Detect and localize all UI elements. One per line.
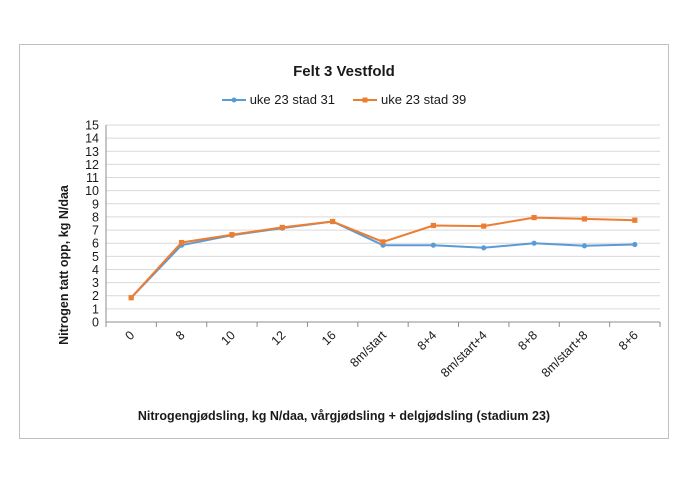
legend: uke 23 stad 31 uke 23 stad 39 xyxy=(20,92,668,107)
x-tick-label-4: 16 xyxy=(319,328,339,348)
x-tick-label-9: 8m/start+8 xyxy=(539,328,591,380)
x-tick-label-6: 8+4 xyxy=(415,328,440,353)
series-2-point-0 xyxy=(128,295,134,301)
series-2-point-5 xyxy=(380,239,386,245)
y-tick-label-0: 0 xyxy=(92,316,99,330)
y-tick-label-4: 4 xyxy=(92,263,99,277)
x-tick-label-2: 10 xyxy=(218,328,238,348)
x-tick-label-8: 8+8 xyxy=(515,328,540,353)
y-tick-label-13: 13 xyxy=(85,145,99,159)
y-tick-label-6: 6 xyxy=(92,237,99,251)
series-1-point-8 xyxy=(531,240,537,246)
x-tick-label-1: 8 xyxy=(173,328,188,343)
series-2-point-9 xyxy=(581,216,588,222)
y-tick-label-3: 3 xyxy=(92,276,99,290)
series-1-point-10 xyxy=(632,241,638,248)
legend-label-series-2: uke 23 stad 39 xyxy=(381,92,467,107)
chart-frame: Felt 3 Vestfold uke 23 stad 31 uke 23 st… xyxy=(19,44,669,439)
series-2-point-3 xyxy=(279,224,285,231)
series-2-point-6 xyxy=(430,222,436,229)
legend-label-series-1: uke 23 stad 31 xyxy=(249,92,335,107)
y-tick-label-7: 7 xyxy=(92,224,99,238)
y-tick-label-12: 12 xyxy=(85,158,99,172)
chart-title: Felt 3 Vestfold xyxy=(293,63,395,80)
x-tick-label-10: 8+6 xyxy=(616,328,641,353)
y-tick-label-5: 5 xyxy=(92,250,99,264)
series-line-1 xyxy=(130,220,635,299)
x-tick-label-7: 8m/start+4 xyxy=(438,328,490,380)
series-2-point-1 xyxy=(178,239,185,246)
series-2-point-7 xyxy=(481,223,487,229)
y-tick-label-11: 11 xyxy=(86,171,99,185)
series-1-point-6 xyxy=(430,242,436,248)
x-tick-label-3: 12 xyxy=(269,328,289,348)
legend-entry-series-2: uke 23 stad 39 xyxy=(353,92,466,107)
y-tick-label-2: 2 xyxy=(92,289,99,303)
y-tick-label-8: 8 xyxy=(92,210,99,224)
y-tick-label-15: 15 xyxy=(85,119,99,133)
y-tick-label-9: 9 xyxy=(92,197,99,211)
legend-swatch-series-1 xyxy=(221,97,246,102)
legend-swatch-series-2 xyxy=(353,97,377,102)
x-tick-label-5: 8m/start xyxy=(347,328,389,370)
y-tick-label-14: 14 xyxy=(85,132,99,146)
y-tick-label-10: 10 xyxy=(85,184,99,198)
y-tick-label-1: 1 xyxy=(92,302,99,316)
series-2-point-2 xyxy=(229,232,235,238)
legend-entry-series-1: uke 23 stad 31 xyxy=(221,92,335,107)
series-2-point-8 xyxy=(531,214,537,221)
series-2-point-10 xyxy=(632,217,638,223)
series-1-point-7 xyxy=(481,245,487,251)
series-2-point-4 xyxy=(330,218,336,225)
x-tick-label-0: 0 xyxy=(122,328,137,343)
series-1-point-9 xyxy=(581,243,588,249)
x-axis-title: Nitrogengjødsling, kg N/daa, vårgjødslin… xyxy=(137,409,551,423)
